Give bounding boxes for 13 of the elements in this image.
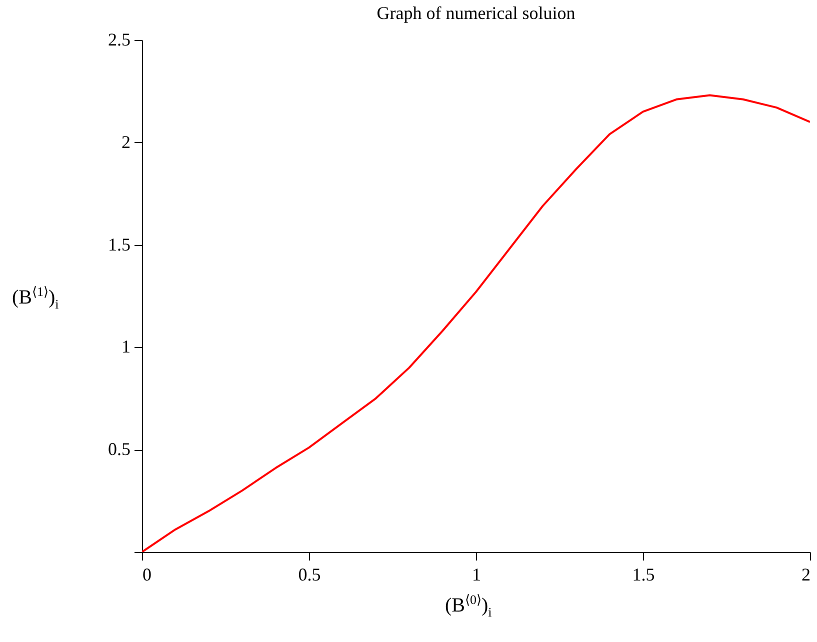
y-tick-label: 1: [122, 336, 130, 357]
y-axis-title: (B$^{⟨1⟩}$)$_{i}$: [12, 284, 59, 313]
x-tick-label: 0: [142, 564, 152, 584]
y-tick-label: 2.5: [108, 30, 130, 50]
chart-title: Graph of numerical soluion: [376, 3, 576, 23]
x-tick-label: 1.5: [632, 564, 655, 584]
y-tick-label: 2: [122, 132, 130, 152]
y-tick-label: 1.5: [108, 234, 130, 254]
x-axis-title: (B$^{⟨0⟩}$)$_{i}$: [445, 592, 492, 621]
y-tick-label: 0.5: [108, 439, 130, 460]
x-tick-label: 2: [802, 564, 810, 584]
x-tick-label: 1: [472, 564, 481, 584]
x-tick-label: 0.5: [298, 564, 321, 584]
